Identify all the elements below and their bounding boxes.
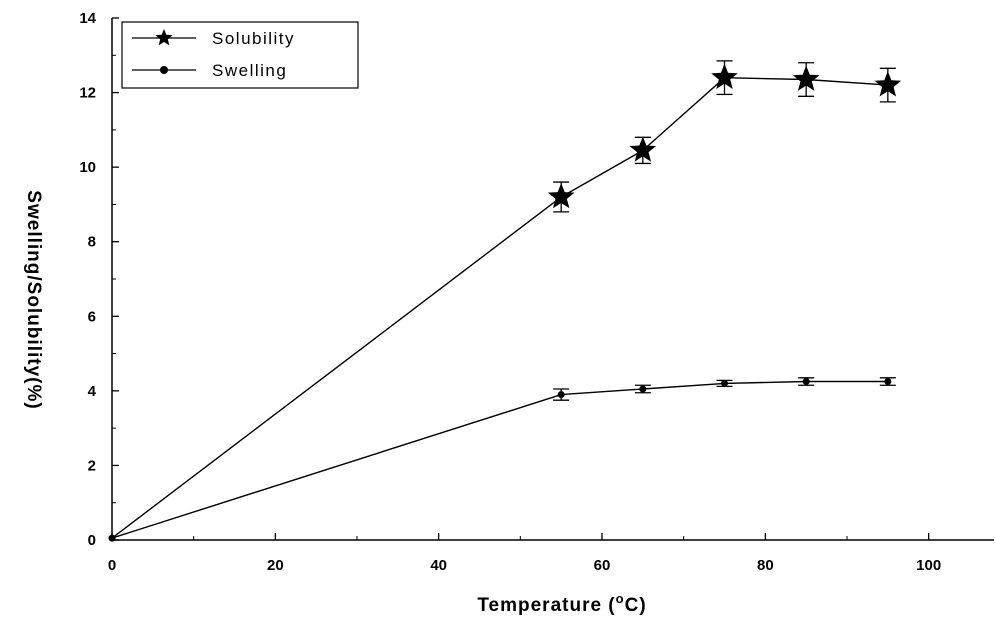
series-swelling — [108, 377, 896, 542]
x-tick-label: 100 — [916, 557, 941, 574]
y-tick-label: 8 — [88, 234, 96, 251]
data-point-solubility — [792, 65, 820, 91]
x-tick-label: 40 — [430, 557, 447, 574]
y-tick-label: 6 — [88, 308, 96, 325]
x-tick-label: 0 — [108, 557, 116, 574]
data-point-solubility — [711, 63, 738, 89]
data-point-solubility — [629, 136, 657, 162]
y-tick-label: 2 — [88, 457, 96, 474]
y-tick-label: 14 — [79, 10, 96, 27]
data-point-solubility — [874, 71, 902, 97]
x-tick-label: 80 — [757, 557, 774, 574]
y-tick-label: 4 — [88, 383, 97, 400]
data-point-swelling — [802, 378, 810, 386]
x-axis-title: Temperature (oC) — [477, 591, 646, 616]
legend: Solubility Swelling — [121, 21, 359, 89]
series-line-solubility — [111, 76, 888, 539]
data-point-swelling — [557, 391, 565, 399]
y-tick-label: 12 — [79, 85, 96, 102]
series-line-swelling — [111, 380, 888, 539]
x-tick-label: 60 — [594, 557, 611, 574]
axes: 0 2 4 6 8 10 12 14 0 20 40 60 80 100 — [79, 10, 994, 574]
legend-label-solubility: Solubility — [212, 29, 295, 48]
data-point-swelling — [884, 378, 892, 386]
data-point-swelling — [108, 534, 116, 542]
y-tick-label: 10 — [79, 159, 96, 176]
legend-marker-swelling — [160, 66, 168, 74]
y-axis-title: Swelling/Solubility(%) — [23, 190, 44, 409]
data-point-solubility — [547, 182, 575, 209]
y-tick-label: 0 — [88, 532, 96, 549]
data-point-swelling — [639, 385, 647, 393]
legend-label-swelling: Swelling — [212, 61, 287, 80]
series-solubility — [109, 60, 902, 542]
data-point-swelling — [721, 379, 728, 387]
legend-marker-solubility — [155, 29, 173, 46]
series-layer — [108, 60, 902, 542]
legend-box — [121, 21, 359, 89]
x-tick-label: 20 — [267, 557, 284, 574]
